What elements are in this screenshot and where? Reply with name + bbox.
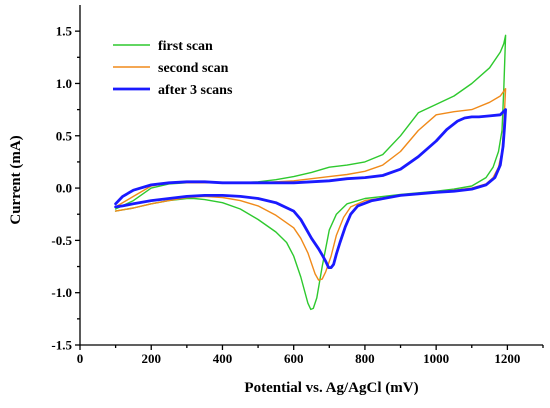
y-tick-label: -1.5 xyxy=(51,338,72,353)
series-line-3 xyxy=(114,108,507,269)
legend-label: after 3 scans xyxy=(158,83,233,98)
axes: 0 200 400 600 800 1000 1200 -1.5 -1.0 -0.5 0.0 0.5 1… xyxy=(51,5,544,366)
x-tick-label: 200 xyxy=(141,351,161,366)
legend-label: second scan xyxy=(158,61,229,76)
y-tick-label: -0.5 xyxy=(51,233,72,248)
series-line-2 xyxy=(114,88,507,281)
axis-frame xyxy=(79,5,543,346)
x-tick-label: 400 xyxy=(213,351,233,366)
legend: first scan second scan after 3 scans xyxy=(113,39,233,98)
y-axis-title: Current (mA) xyxy=(8,135,24,224)
y-tick-label: 1.5 xyxy=(56,24,73,39)
y-tick-label: 0.5 xyxy=(56,128,73,143)
x-tick-label: 0 xyxy=(77,351,84,366)
y-tick-label: 1.0 xyxy=(56,76,72,91)
series-group xyxy=(114,34,507,311)
x-tick-label: 800 xyxy=(355,351,375,366)
y-tick-label: -1.0 xyxy=(51,285,72,300)
series-line-1 xyxy=(114,34,507,311)
y-tick-label: 0.0 xyxy=(56,181,72,196)
legend-label: first scan xyxy=(158,39,213,54)
x-tick-label: 600 xyxy=(284,351,304,366)
x-axis-title: Potential vs. Ag/AgCl (mV) xyxy=(244,380,418,396)
x-tick-label: 1000 xyxy=(423,351,449,366)
x-tick-label: 1200 xyxy=(494,351,520,366)
